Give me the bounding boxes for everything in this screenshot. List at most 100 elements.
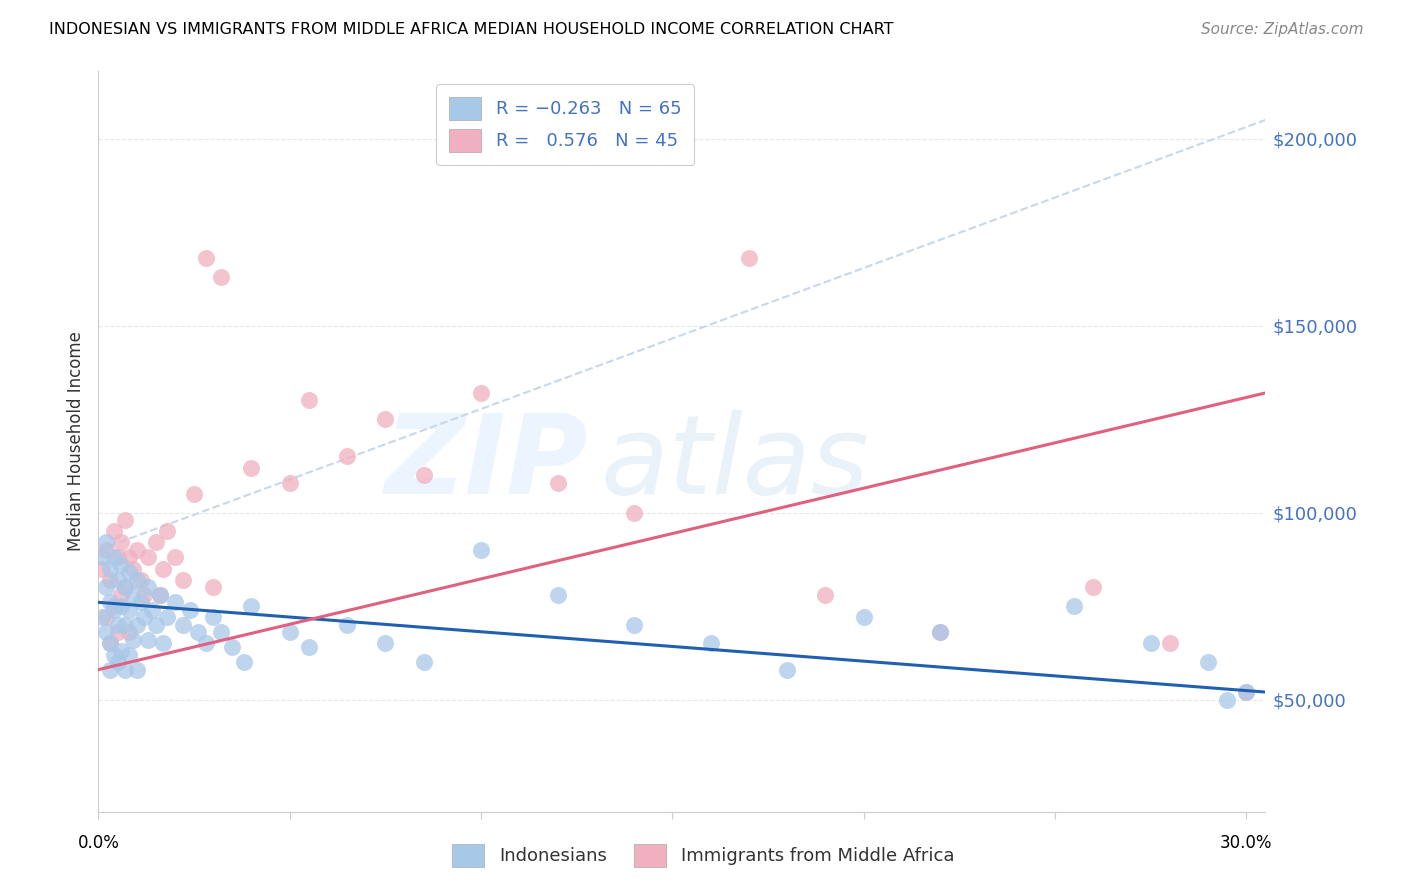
Point bbox=[1197, 655, 1219, 669]
Point bbox=[470, 386, 492, 401]
Point bbox=[278, 625, 301, 640]
Point bbox=[94, 543, 117, 558]
Point bbox=[374, 636, 396, 650]
Point bbox=[110, 535, 132, 549]
Point bbox=[209, 625, 232, 640]
Text: 30.0%: 30.0% bbox=[1220, 834, 1272, 852]
Point bbox=[118, 603, 141, 617]
Point bbox=[121, 632, 143, 647]
Point bbox=[412, 468, 434, 483]
Text: 0.0%: 0.0% bbox=[77, 834, 120, 852]
Point bbox=[114, 663, 136, 677]
Point bbox=[118, 648, 141, 662]
Point bbox=[547, 588, 569, 602]
Point bbox=[172, 573, 194, 587]
Point bbox=[336, 450, 359, 464]
Text: ZIP: ZIP bbox=[385, 410, 589, 517]
Point bbox=[103, 524, 125, 539]
Point bbox=[1234, 685, 1257, 699]
Point bbox=[179, 603, 201, 617]
Point bbox=[194, 252, 217, 266]
Point bbox=[110, 558, 132, 572]
Point bbox=[298, 393, 321, 408]
Point bbox=[149, 588, 172, 602]
Point bbox=[232, 655, 254, 669]
Point bbox=[125, 573, 148, 587]
Point bbox=[152, 636, 174, 650]
Point bbox=[172, 617, 194, 632]
Point bbox=[118, 550, 141, 565]
Point bbox=[94, 610, 117, 624]
Point bbox=[114, 580, 136, 594]
Point bbox=[202, 580, 225, 594]
Point bbox=[114, 513, 136, 527]
Point bbox=[107, 617, 129, 632]
Point bbox=[852, 610, 875, 624]
Point bbox=[125, 543, 148, 558]
Point bbox=[1139, 636, 1161, 650]
Point bbox=[194, 636, 217, 650]
Point bbox=[134, 588, 156, 602]
Point bbox=[145, 535, 167, 549]
Point bbox=[110, 599, 132, 613]
Point bbox=[278, 475, 301, 490]
Point bbox=[121, 562, 143, 576]
Point bbox=[163, 550, 186, 565]
Point bbox=[98, 573, 121, 587]
Point bbox=[94, 580, 117, 594]
Point bbox=[91, 550, 114, 565]
Legend: Indonesians, Immigrants from Middle Africa: Indonesians, Immigrants from Middle Afri… bbox=[444, 837, 962, 874]
Point bbox=[547, 475, 569, 490]
Point bbox=[98, 562, 121, 576]
Point bbox=[136, 580, 159, 594]
Y-axis label: Median Household Income: Median Household Income bbox=[66, 332, 84, 551]
Point bbox=[114, 580, 136, 594]
Point bbox=[94, 625, 117, 640]
Point bbox=[110, 588, 132, 602]
Point bbox=[209, 270, 232, 285]
Point bbox=[107, 625, 129, 640]
Point bbox=[699, 636, 721, 650]
Point bbox=[103, 599, 125, 613]
Point bbox=[240, 460, 263, 475]
Point bbox=[136, 550, 159, 565]
Point bbox=[118, 566, 141, 580]
Point bbox=[1083, 580, 1105, 594]
Point bbox=[336, 617, 359, 632]
Point bbox=[814, 588, 837, 602]
Point bbox=[107, 550, 129, 565]
Point bbox=[125, 663, 148, 677]
Point bbox=[103, 603, 125, 617]
Point bbox=[103, 648, 125, 662]
Point bbox=[738, 252, 761, 266]
Point bbox=[776, 663, 799, 677]
Point bbox=[129, 573, 152, 587]
Point bbox=[98, 636, 121, 650]
Point bbox=[121, 588, 143, 602]
Point bbox=[110, 644, 132, 658]
Point bbox=[470, 543, 492, 558]
Point bbox=[156, 610, 179, 624]
Point bbox=[623, 617, 645, 632]
Point bbox=[149, 588, 172, 602]
Point bbox=[94, 535, 117, 549]
Point bbox=[156, 524, 179, 539]
Point bbox=[145, 617, 167, 632]
Point bbox=[298, 640, 321, 655]
Point bbox=[187, 625, 209, 640]
Text: INDONESIAN VS IMMIGRANTS FROM MIDDLE AFRICA MEDIAN HOUSEHOLD INCOME CORRELATION : INDONESIAN VS IMMIGRANTS FROM MIDDLE AFR… bbox=[49, 22, 894, 37]
Point bbox=[129, 595, 152, 609]
Point bbox=[91, 562, 114, 576]
Point bbox=[240, 599, 263, 613]
Point bbox=[929, 625, 952, 640]
Point bbox=[1234, 685, 1257, 699]
Point bbox=[107, 655, 129, 669]
Point bbox=[98, 595, 121, 609]
Point bbox=[91, 610, 114, 624]
Point bbox=[163, 595, 186, 609]
Point bbox=[1063, 599, 1085, 613]
Point bbox=[1216, 692, 1239, 706]
Point bbox=[202, 610, 225, 624]
Legend: R = −0.263   N = 65, R =   0.576   N = 45: R = −0.263 N = 65, R = 0.576 N = 45 bbox=[436, 84, 695, 165]
Point bbox=[374, 412, 396, 426]
